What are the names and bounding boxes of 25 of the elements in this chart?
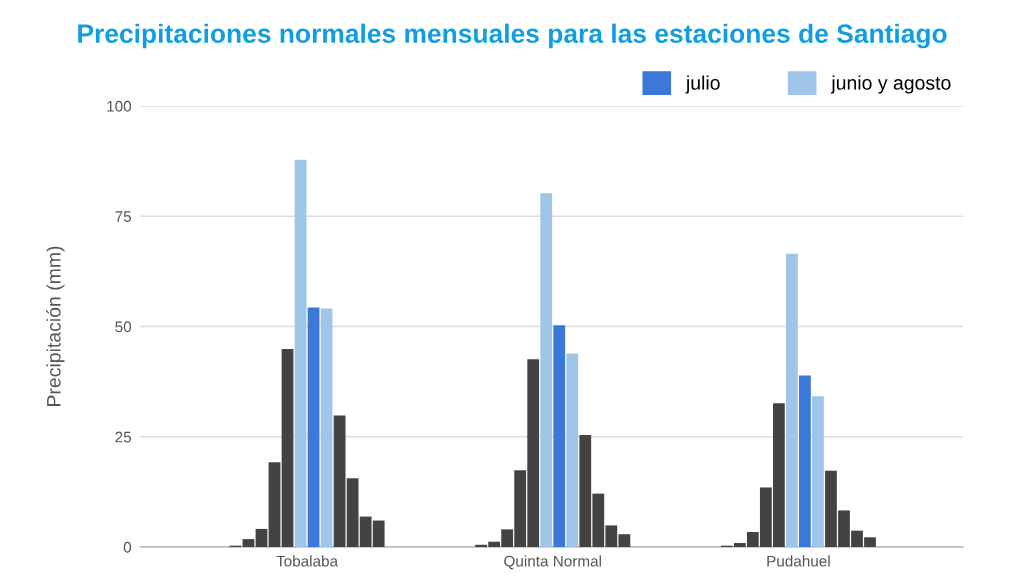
x-tick-label: Tobalaba [276, 555, 339, 567]
y-tick-label: 100 [107, 100, 132, 112]
y-axis-title: Precipitación (mm) [46, 246, 65, 406]
legend-label: junio y agosto [830, 75, 951, 94]
y-tick-label: 25 [115, 431, 132, 443]
bar [307, 307, 320, 547]
chart-title: Precipitaciones normales mensuales para las estaciones de Santiago [78, 23, 947, 49]
bar [320, 308, 333, 547]
x-tick-label: Pudahuel [767, 555, 830, 567]
bar [799, 375, 811, 547]
y-tick-label: 50 [115, 321, 132, 333]
bar [566, 353, 579, 547]
bar [281, 348, 294, 547]
x-tick-label: Quinta Normal [504, 555, 601, 570]
bar [540, 193, 553, 547]
y-tick-label: 75 [115, 211, 132, 222]
bar [294, 159, 307, 547]
bar [812, 396, 824, 547]
bar [553, 325, 566, 547]
bar [255, 528, 268, 547]
bar [242, 539, 255, 547]
bar [268, 462, 281, 547]
y-tick-label: 0 [123, 541, 132, 553]
bar [785, 253, 798, 547]
legend-label: julio [685, 75, 720, 94]
